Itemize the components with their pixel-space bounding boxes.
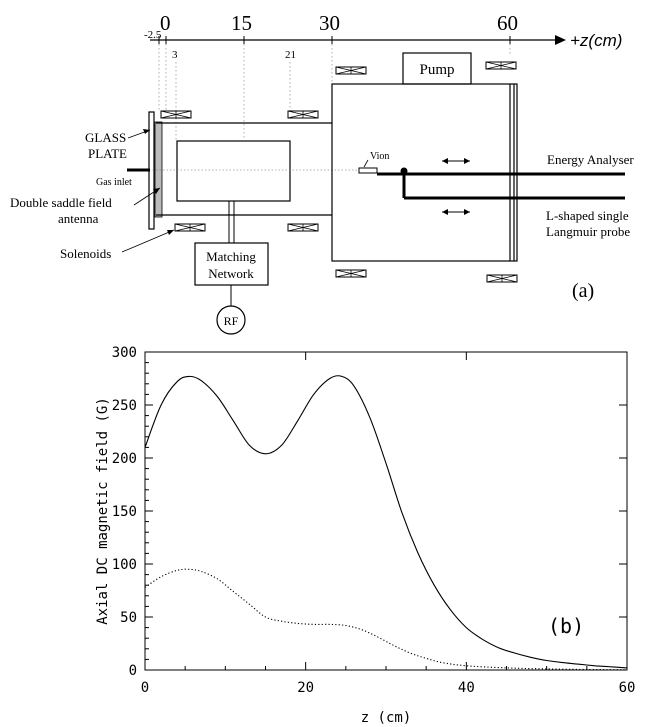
- z-axis-label: +z(cm): [570, 31, 622, 50]
- y-tick-label: 150: [112, 504, 137, 520]
- x-tick-label: 0: [141, 680, 149, 696]
- glass-plate-label-line1: GLASS: [85, 130, 126, 145]
- y-tick-label: 200: [112, 451, 137, 467]
- motion-arrow-probe: [442, 209, 470, 215]
- antenna-box: [176, 140, 291, 202]
- panel-label-b: (b): [548, 614, 584, 638]
- x-tick-label: 60: [619, 680, 636, 696]
- vion-label: Vion: [370, 151, 389, 162]
- y-tick-label: 0: [129, 663, 137, 679]
- z-axis-arrowhead: [555, 35, 566, 45]
- chart-series: [144, 375, 628, 671]
- solenoids-arrow: [121, 229, 175, 253]
- tick-label-minus2.5: -2.5: [144, 29, 162, 41]
- glass-plate-arrowhead: [143, 129, 150, 134]
- tick-label-30: 30: [319, 11, 340, 35]
- tick-label-21: 21: [285, 49, 296, 61]
- setup-diagram: +z(cm) -2.5 0 15 30 60 3 21: [10, 11, 634, 335]
- tick-label-60: 60: [497, 11, 518, 35]
- solenoid-coils: [160, 61, 518, 283]
- pump-label: Pump: [419, 62, 454, 78]
- y-tick-label: 300: [112, 345, 137, 361]
- y-tick-label: 250: [112, 398, 137, 414]
- magnetic-field-chart: 0 50 100 150 200 250 300 0 20 40 60 z (cm) Axial D…: [95, 345, 635, 726]
- tick-label-15: 15: [231, 11, 252, 35]
- energy-analyser-label: Energy Analyser: [547, 152, 634, 167]
- series-line-solid: [144, 375, 628, 669]
- x-axis-label: z (cm): [361, 710, 412, 726]
- antenna-label-line1: Double saddle field: [10, 195, 112, 210]
- antenna-label-line2: antenna: [58, 211, 99, 226]
- solenoids-arrowhead: [167, 230, 174, 235]
- antenna-arrowhead: [153, 188, 160, 194]
- motion-arrow-analyser: [442, 158, 470, 164]
- gas-inlet-label: Gas inlet: [96, 177, 132, 188]
- langmuir-probe-label-line1: L-shaped single: [546, 208, 629, 223]
- x-tick-label: 20: [297, 680, 314, 696]
- x-tick-label: 40: [458, 680, 475, 696]
- vion-electrode: [358, 167, 378, 174]
- solenoids-label: Solenoids: [60, 246, 111, 261]
- y-tick-label: 100: [112, 557, 137, 573]
- rf-label: RF: [224, 314, 239, 328]
- matching-network-label-line2: Network: [208, 266, 254, 281]
- chart-ticks: 0 50 100 150 200 250 300 0 20 40 60: [112, 345, 636, 696]
- panel-label-a: (a): [572, 280, 594, 302]
- vion-arrow: [363, 159, 369, 168]
- antenna-strip: [154, 121, 163, 218]
- y-tick-label: 50: [120, 610, 137, 626]
- langmuir-probe-label-line2: Langmuir probe: [546, 224, 630, 239]
- y-axis-label: Axial DC magnetic field (G): [95, 397, 111, 625]
- tick-label-0: 0: [160, 11, 171, 35]
- rf-source: [216, 305, 246, 335]
- tick-label-3: 3: [172, 49, 178, 61]
- matching-network-label-line1: Matching: [206, 249, 256, 264]
- pump-box: [402, 52, 472, 85]
- glass-plate-label-line2: PLATE: [88, 146, 127, 161]
- analyser-head: [400, 167, 408, 175]
